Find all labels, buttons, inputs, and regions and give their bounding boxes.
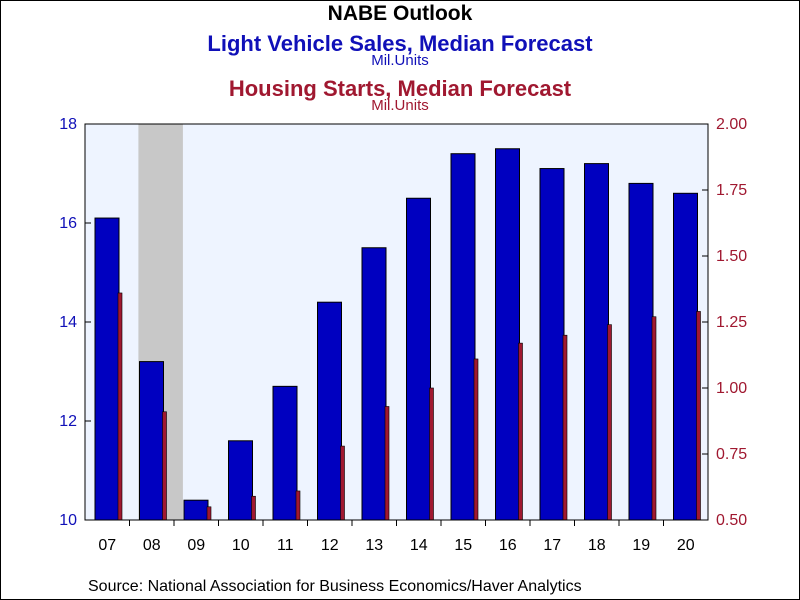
right-axis-tick-label: 1.75 [716, 182, 747, 199]
right-axis-tick-label: 1.25 [716, 314, 747, 331]
housing-starts-bar [384, 406, 390, 521]
housing-starts-bar [562, 334, 568, 521]
light-vehicle-unit: Mil.Units [371, 52, 429, 69]
light-vehicle-bar [495, 148, 520, 521]
light-vehicle-bar [183, 499, 209, 521]
light-vehicle-bar [361, 247, 387, 521]
housing-starts-subtitle: Housing Starts, Median Forecast [228, 76, 572, 101]
light-vehicle-bar [450, 153, 476, 521]
housing-starts-bar [340, 445, 345, 521]
right-axis-tick-label: 1.00 [716, 380, 747, 397]
source-note: Source: National Association for Busines… [88, 578, 582, 595]
left-axis-tick-label: 18 [59, 116, 77, 133]
light-vehicle-bar [406, 197, 431, 521]
x-axis-tick-label: 10 [232, 537, 250, 554]
x-axis-tick-label: 16 [499, 537, 517, 554]
light-vehicle-bar [673, 192, 698, 521]
left-axis-tick-label: 16 [59, 215, 77, 232]
housing-starts-bar [117, 292, 123, 521]
x-axis-tick-label: 11 [277, 537, 294, 554]
left-axis-tick-label: 12 [59, 413, 77, 430]
right-axis-tick-label: 1.50 [716, 248, 747, 265]
x-axis-tick-label: 12 [321, 537, 339, 554]
x-axis-tick-label: 17 [543, 537, 561, 554]
housing-starts-bar [295, 490, 301, 521]
left-axis-tick-label: 10 [59, 512, 77, 529]
housing-starts-bar [162, 411, 167, 521]
x-axis-tick-label: 08 [143, 537, 161, 554]
light-vehicle-bar [317, 301, 342, 521]
light-vehicle-bar [228, 440, 253, 521]
x-axis-tick-label: 19 [632, 537, 650, 554]
housing-starts-bar [251, 495, 256, 521]
x-axis-tick-label: 07 [98, 537, 116, 554]
x-axis-tick-label: 09 [187, 537, 205, 554]
right-axis-tick-label: 2.00 [716, 116, 747, 133]
x-axis-tick-label: 15 [454, 537, 472, 554]
right-axis-tick-label: 0.75 [716, 446, 747, 463]
light-vehicle-bar [539, 168, 565, 521]
light-vehicle-bar [139, 361, 164, 521]
chart-title: NABE Outlook [327, 2, 473, 25]
housing-starts-bar [607, 324, 612, 521]
light-vehicle-bar [584, 163, 609, 521]
light-vehicle-subtitle: Light Vehicle Sales, Median Forecast [207, 31, 593, 56]
x-axis-tick-label: 13 [365, 537, 383, 554]
housing-starts-bar [518, 342, 523, 521]
light-vehicle-bar [272, 385, 298, 521]
x-axis-tick-label: 20 [677, 537, 695, 554]
housing-starts-bar [206, 506, 212, 521]
light-vehicle-bar [94, 217, 120, 521]
x-axis-tick-label: 14 [410, 537, 428, 554]
light-vehicle-bar [628, 182, 654, 521]
housing-starts-bar [651, 316, 657, 521]
left-axis-tick-label: 14 [59, 314, 77, 331]
housing-starts-bar [473, 358, 479, 521]
right-axis-tick-label: 0.50 [716, 512, 747, 529]
housing-starts-bar [429, 387, 434, 521]
housing-starts-unit: Mil.Units [371, 97, 429, 114]
housing-starts-bar [696, 311, 701, 521]
x-axis-tick-label: 18 [588, 537, 606, 554]
